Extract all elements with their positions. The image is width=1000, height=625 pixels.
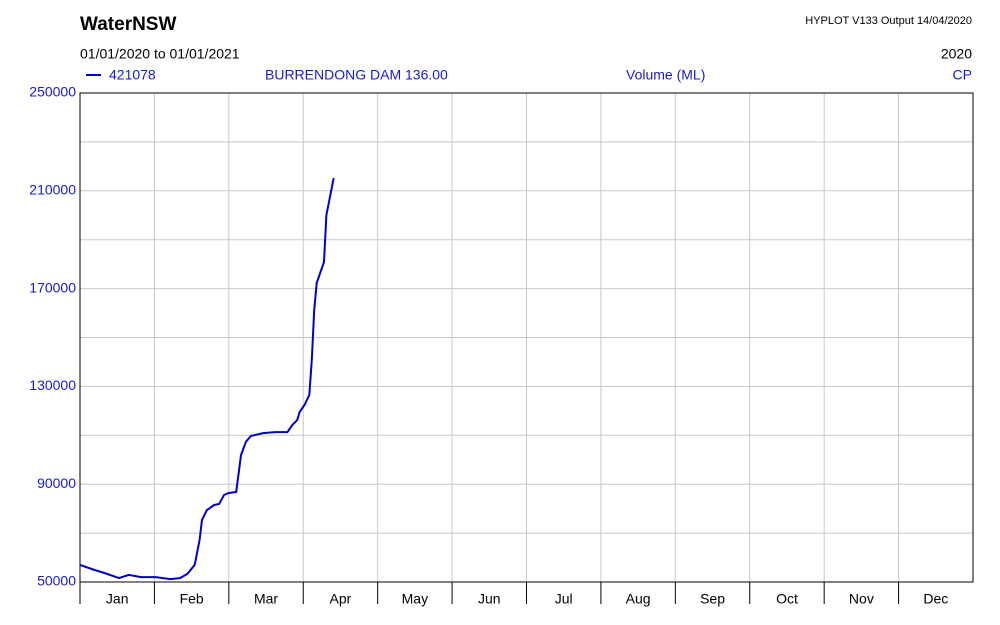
x-tick-label: Sep xyxy=(700,591,725,607)
y-tick-label: 210000 xyxy=(29,182,76,198)
chart-title: WaterNSW xyxy=(80,14,176,35)
y-axis-label: Volume (ML) xyxy=(626,67,705,83)
data-line xyxy=(79,177,335,581)
quality-code: CP xyxy=(953,67,972,83)
x-tick-label: Dec xyxy=(923,591,948,607)
x-tick-label: Jan xyxy=(106,591,129,607)
y-tick-label: 250000 xyxy=(29,84,76,100)
x-tick-label: Oct xyxy=(776,591,798,607)
x-tick-label: Mar xyxy=(254,591,278,607)
x-tick-label: May xyxy=(402,591,428,607)
x-tick-label: Apr xyxy=(330,591,352,607)
x-tick-label: Aug xyxy=(626,591,651,607)
y-tick-label: 50000 xyxy=(37,573,76,589)
y-tick-label: 170000 xyxy=(29,279,76,295)
y-tick-label: 90000 xyxy=(37,475,76,491)
x-tick-label: Feb xyxy=(180,591,204,607)
x-tick-label: Jun xyxy=(478,591,501,607)
program-info: HYPLOT V133 Output 14/04/2020 xyxy=(805,15,972,27)
plot-frame xyxy=(79,92,974,583)
legend-label: 421078 xyxy=(109,67,156,83)
site-name: BURRENDONG DAM 136.00 xyxy=(265,67,448,83)
y-tick-label: 130000 xyxy=(29,377,76,393)
year: 2020 xyxy=(941,46,972,62)
period: 01/01/2020 to 01/01/2021 xyxy=(80,46,240,62)
x-tick-label: Nov xyxy=(849,591,874,607)
x-tick-label: Jul xyxy=(555,591,573,607)
